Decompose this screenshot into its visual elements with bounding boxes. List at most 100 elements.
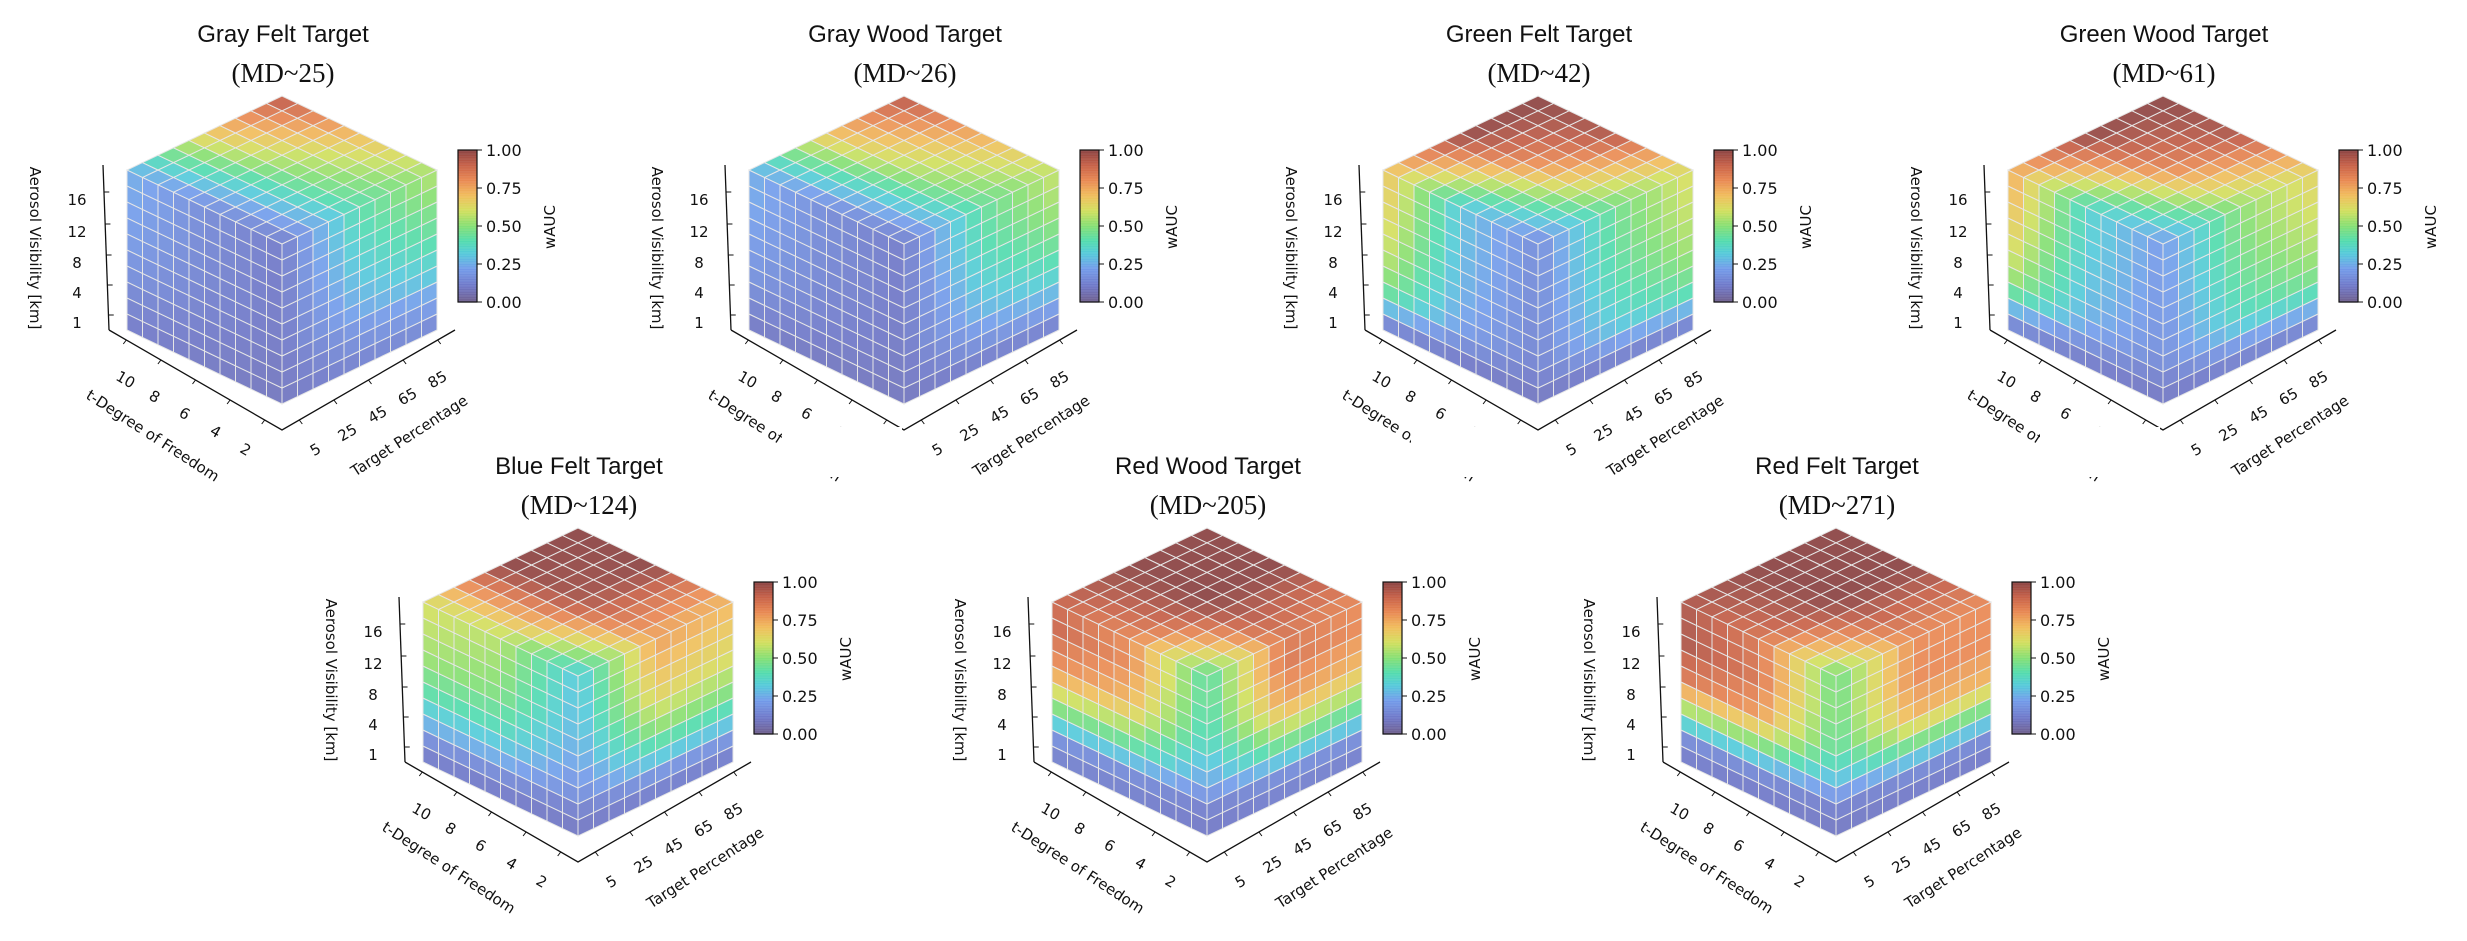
- x-tick-mark: [226, 399, 231, 405]
- colorbar-segment: [1714, 248, 1733, 252]
- colorbar-segment: [754, 587, 773, 591]
- y-tick-label: 45: [987, 402, 1013, 427]
- y-tick-label: 25: [1260, 852, 1286, 877]
- colorbar-segment: [2012, 620, 2031, 624]
- z-tick-label: 8: [1328, 254, 1338, 272]
- colorbar-segment: [1383, 721, 1402, 725]
- colorbar-segment: [2012, 650, 2031, 654]
- colorbar-tick-label: 0.25: [1411, 687, 1447, 706]
- colorbar-tick-label: 0.25: [782, 687, 818, 706]
- colorbar-segment: [2012, 668, 2031, 672]
- colorbar-segment: [2012, 693, 2031, 697]
- y-tick-mark: [1887, 831, 1892, 837]
- subplot-gray-wood-target: Gray Wood Target(MD~26)16128411086425254…: [648, 21, 1181, 486]
- z-tick-label: 4: [72, 284, 82, 302]
- y-tick-label: 65: [691, 816, 717, 841]
- colorbar-segment: [2339, 241, 2358, 245]
- colorbar-segment: [2012, 696, 2031, 700]
- colorbar-segment: [754, 670, 773, 674]
- colorbar-segment: [1080, 167, 1099, 171]
- colorbar-segment: [1080, 291, 1099, 295]
- colorbar-segment: [2339, 165, 2358, 169]
- x-tick-mark: [848, 399, 853, 405]
- colorbar-segment: [2012, 652, 2031, 657]
- y-tick-mark: [2214, 399, 2219, 405]
- colorbar-tick-label: 1.00: [1742, 141, 1778, 160]
- z-tick-label: 4: [1626, 716, 1636, 734]
- colorbar-segment: [1714, 185, 1733, 189]
- colorbar-segment: [1714, 193, 1733, 197]
- y-tick-mark: [1852, 851, 1857, 857]
- colorbar-segment: [754, 604, 773, 608]
- subplot-title: Green Wood Target: [2060, 21, 2269, 48]
- y-tick-label: 5: [2188, 439, 2205, 459]
- colorbar-segment: [1080, 289, 1099, 293]
- z-tick-label: 4: [997, 716, 1007, 734]
- colorbar-segment: [2012, 713, 2031, 717]
- colorbar-segment: [2012, 658, 2031, 662]
- colorbar-segment: [1714, 167, 1733, 171]
- colorbar-segment: [1080, 286, 1099, 290]
- colorbar-segment: [1383, 711, 1402, 715]
- colorbar-segment: [1383, 642, 1402, 646]
- colorbar-segment: [1080, 185, 1099, 189]
- colorbar-tick-label: 1.00: [2040, 573, 2076, 592]
- colorbar-segment: [1383, 731, 1402, 735]
- colorbar-segment: [1714, 253, 1733, 257]
- z-axis-line: [398, 596, 406, 763]
- colorbar-tick-label: 0.00: [782, 725, 818, 744]
- colorbar-tick-label: 0.00: [1108, 293, 1144, 312]
- x-tick-label: 10: [409, 799, 435, 824]
- y-tick-mark: [1327, 791, 1332, 797]
- y-tick-mark: [1624, 379, 1628, 385]
- colorbar-segment: [2339, 160, 2358, 164]
- colorbar-segment: [2339, 195, 2358, 199]
- x-tick-mark: [488, 811, 492, 817]
- colorbar-segment: [754, 617, 773, 621]
- colorbar-tick-label: 0.25: [1742, 255, 1778, 274]
- colorbar: 1.00 0.75 0.50 0.25 0.00 wAUC: [2011, 573, 2113, 744]
- subplot-title: Gray Felt Target: [197, 21, 369, 48]
- y-tick-label: 25: [335, 420, 361, 445]
- colorbar-segment: [1714, 271, 1733, 275]
- colorbar-segment: [1383, 620, 1402, 624]
- colorbar-segment: [2339, 182, 2358, 187]
- y-tick-label: 5: [1563, 439, 1580, 459]
- colorbar-segment: [2012, 670, 2031, 674]
- y-tick-label: 85: [721, 799, 747, 824]
- colorbar-segment: [2339, 266, 2358, 270]
- colorbar-segment: [1714, 180, 1733, 184]
- colorbar-segment: [2339, 175, 2358, 179]
- colorbar-tick-label: 0.75: [1742, 179, 1778, 198]
- colorbar-tick-label: 0.75: [1411, 611, 1447, 630]
- colorbar-segment: [1080, 296, 1099, 301]
- colorbar-segment: [2339, 180, 2358, 184]
- colorbar-segment: [1714, 281, 1733, 285]
- y-tick-label: 5: [929, 439, 946, 459]
- colorbar-segment: [2012, 594, 2031, 598]
- colorbar-segment: [754, 708, 773, 712]
- colorbar-segment: [754, 594, 773, 598]
- y-tick-label: 25: [1591, 420, 1617, 445]
- colorbar-tick-label: 0.50: [1411, 649, 1447, 668]
- colorbar-segment: [2012, 642, 2031, 646]
- z-tick-label: 1: [72, 314, 82, 332]
- colorbar-segment: [754, 625, 773, 629]
- colorbar-segment: [2012, 663, 2031, 667]
- colorbar-segment: [1714, 258, 1733, 263]
- y-tick-mark: [437, 339, 442, 345]
- colorbar-segment: [1714, 276, 1733, 280]
- subplot-subtitle: (MD~271): [1779, 490, 1896, 520]
- colorbar-segment: [1383, 665, 1402, 669]
- y-tick-mark: [1258, 831, 1263, 837]
- colorbar-segment: [1714, 289, 1733, 293]
- x-tick-mark: [122, 339, 127, 345]
- colorbar-tick-label: 0.50: [782, 649, 818, 668]
- colorbar-segment: [754, 647, 773, 651]
- x-tick-label: 6: [1730, 835, 1747, 855]
- z-tick-label: 16: [1323, 191, 1342, 209]
- x-tick-label: 4: [1132, 853, 1149, 873]
- colorbar-segment: [2339, 253, 2358, 257]
- colorbar-segment: [2339, 243, 2358, 247]
